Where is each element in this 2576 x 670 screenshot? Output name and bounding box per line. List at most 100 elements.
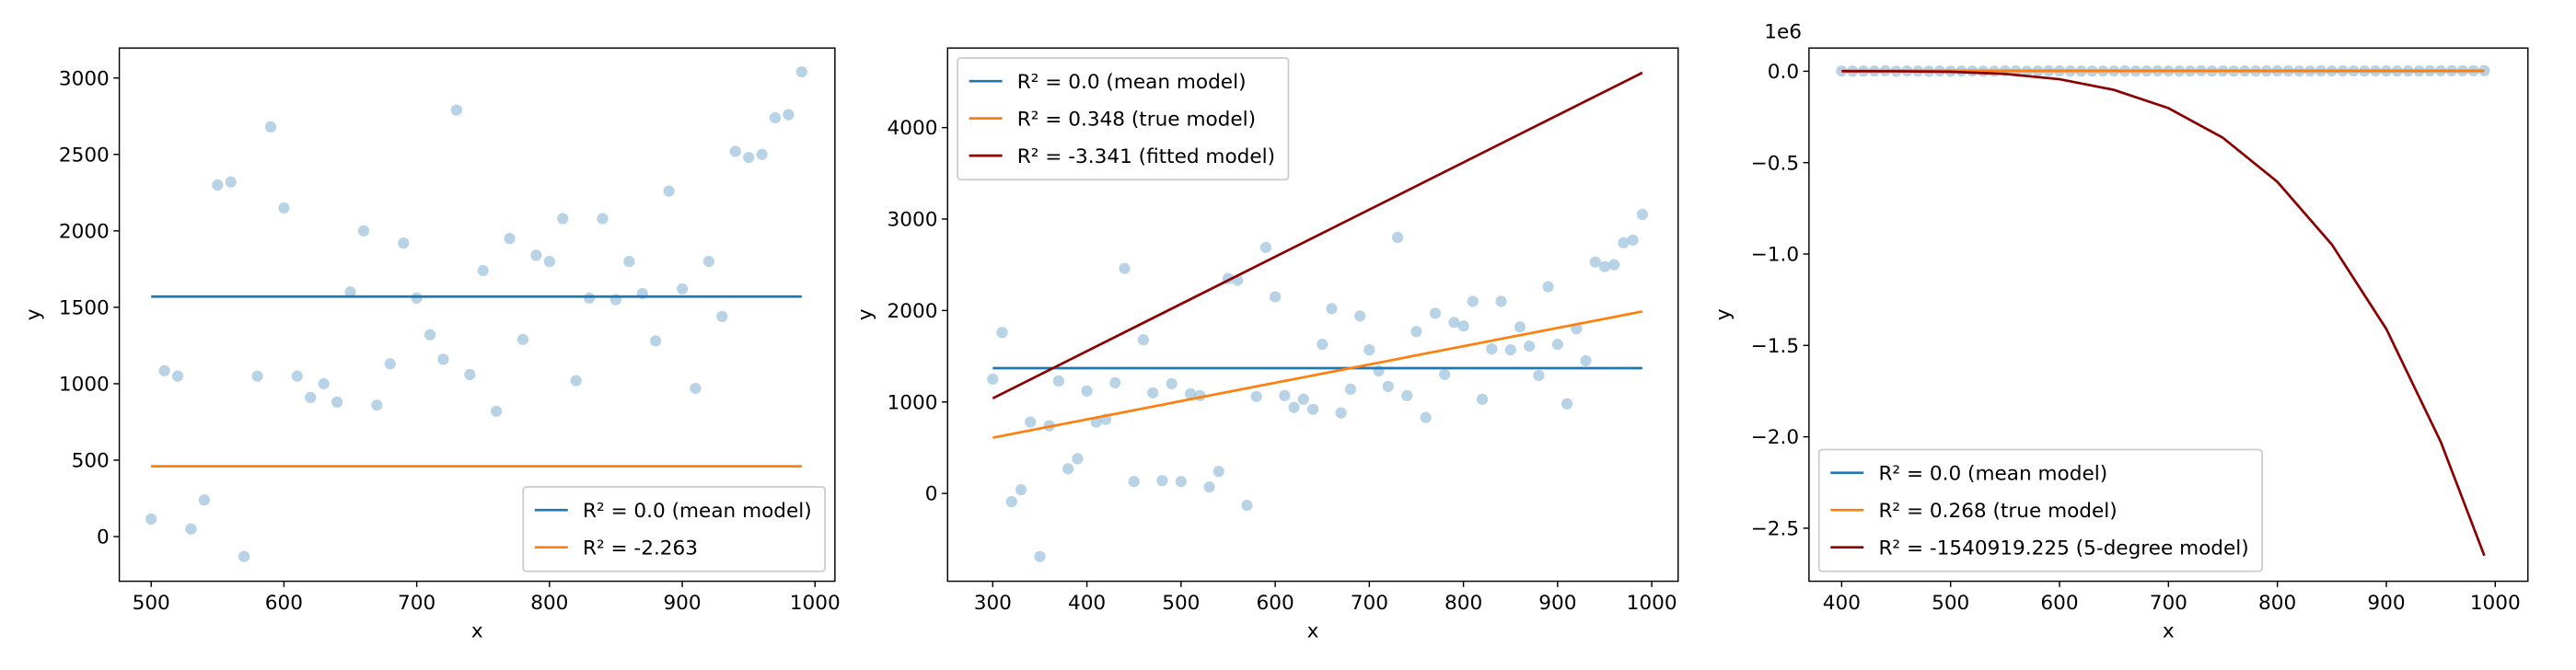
y-axis-label: y xyxy=(853,308,876,320)
x-tick-label: 500 xyxy=(133,592,170,615)
data-point xyxy=(795,65,807,78)
data-point xyxy=(411,292,423,305)
data-point xyxy=(1580,354,1592,367)
data-point xyxy=(1326,303,1338,315)
subplot: 400 500 600 700 800 900 1000 0.0 −0.5 −1.0 −1.5 −2.… xyxy=(1712,20,2529,643)
data-point xyxy=(1420,411,1432,423)
data-point xyxy=(557,213,569,225)
data-point xyxy=(1439,368,1451,381)
series-line xyxy=(992,310,1643,439)
y-tick-label: 1000 xyxy=(59,374,110,397)
data-point xyxy=(1524,341,1536,352)
x-axis-label: x xyxy=(1307,620,1319,643)
x-tick-label: 1000 xyxy=(2470,592,2521,615)
data-point xyxy=(1344,383,1357,395)
x-tick-label: 700 xyxy=(2150,592,2187,615)
data-point xyxy=(530,249,542,261)
x-tick-label: 1000 xyxy=(1627,592,1677,615)
data-point xyxy=(1259,241,1271,253)
data-point xyxy=(437,353,449,365)
x-tick-label: 500 xyxy=(1932,592,1969,615)
data-point xyxy=(1147,387,1159,399)
data-point xyxy=(1306,403,1319,415)
data-point xyxy=(344,286,356,298)
x-tick-label: 700 xyxy=(398,592,435,615)
data-point xyxy=(1062,463,1074,475)
y-tick-label: 500 xyxy=(72,450,110,473)
data-point xyxy=(690,382,702,395)
data-point xyxy=(1401,389,1413,401)
y-axis-label: y xyxy=(22,308,45,320)
data-point xyxy=(1467,295,1479,307)
data-point xyxy=(1241,499,1253,512)
data-point xyxy=(1317,339,1329,351)
data-point xyxy=(570,375,582,387)
x-tick-label: 600 xyxy=(2040,592,2078,615)
data-point xyxy=(1618,237,1630,248)
legend-frame xyxy=(957,57,1290,181)
x-tick-label: 800 xyxy=(2258,592,2296,615)
data-point xyxy=(743,151,755,164)
data-point xyxy=(198,494,211,506)
data-point xyxy=(543,255,555,268)
data-point xyxy=(1175,476,1187,488)
data-point xyxy=(1128,476,1140,488)
data-point xyxy=(676,283,689,295)
legend-frame xyxy=(522,486,826,572)
y-tick-label: 1000 xyxy=(888,391,938,414)
data-point xyxy=(504,233,516,245)
y-tick-label: −1.0 xyxy=(1751,244,1799,267)
data-point xyxy=(1382,380,1394,392)
legend: R² = 0.0 (mean model) R² = 0.268 (true mo… xyxy=(1817,448,2264,572)
data-point xyxy=(583,292,596,305)
data-point xyxy=(185,523,197,535)
data-point xyxy=(1052,375,1065,387)
data-point xyxy=(491,405,503,417)
y-tick-label: 3000 xyxy=(888,209,938,232)
data-point xyxy=(650,335,662,347)
data-point xyxy=(769,111,782,124)
data-point xyxy=(1269,291,1282,303)
data-point xyxy=(1288,401,1300,413)
data-point xyxy=(171,370,184,382)
y-axis-label: y xyxy=(1712,308,1735,320)
data-point xyxy=(1514,321,1526,333)
data-point xyxy=(1166,377,1178,390)
data-point xyxy=(1504,344,1516,356)
data-point xyxy=(371,399,383,411)
data-point xyxy=(1551,339,1563,351)
data-point xyxy=(1429,307,1442,319)
data-point xyxy=(623,255,635,268)
plot-area xyxy=(145,65,807,562)
data-point xyxy=(318,377,330,390)
data-point xyxy=(1495,295,1507,307)
data-point xyxy=(1025,416,1037,428)
x-tick-label: 800 xyxy=(1445,592,1482,615)
data-point xyxy=(1598,260,1611,272)
data-point xyxy=(225,176,237,188)
legend-label: R² = 0.348 (true model) xyxy=(1017,108,1256,131)
data-point xyxy=(305,391,317,404)
data-point xyxy=(1297,393,1309,405)
data-point xyxy=(291,370,303,382)
data-point xyxy=(987,373,999,386)
data-point xyxy=(1391,231,1404,244)
y-offset-text: 1e6 xyxy=(1764,20,1802,43)
data-point xyxy=(1353,310,1366,322)
data-point xyxy=(1636,208,1648,221)
x-tick-label: 1000 xyxy=(790,592,841,615)
x-tick-label: 400 xyxy=(1823,592,1861,615)
data-point xyxy=(1109,376,1121,389)
axes-frame xyxy=(118,47,836,583)
legend: R² = 0.0 (mean model) R² = 0.348 (true mo… xyxy=(957,57,1290,181)
data-point xyxy=(1137,334,1150,346)
data-point xyxy=(251,370,263,382)
x-axis-label: x xyxy=(471,620,483,643)
data-point xyxy=(783,109,795,121)
legend-label: R² = -3.341 (fitted model) xyxy=(1017,145,1275,168)
data-point xyxy=(238,550,250,562)
data-point xyxy=(1363,344,1375,356)
legend-label: R² = 0.0 (mean model) xyxy=(583,500,812,523)
